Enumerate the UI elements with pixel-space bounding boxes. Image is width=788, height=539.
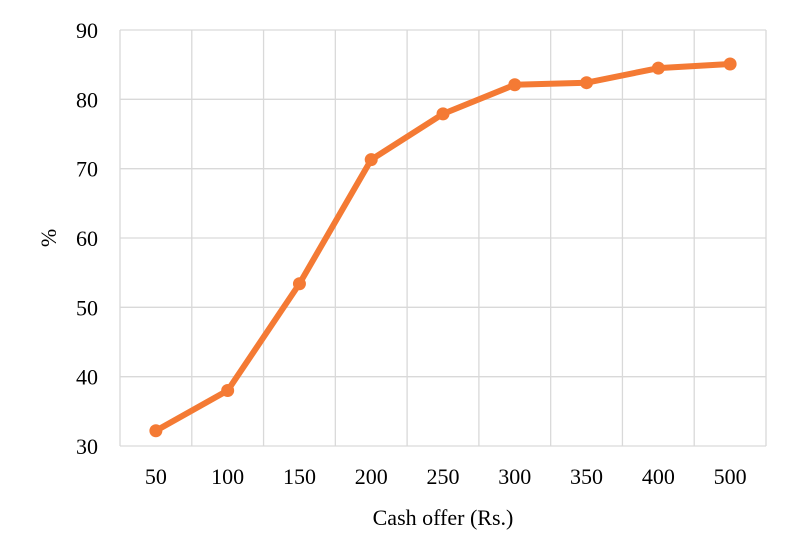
y-tick-label: 30 <box>76 434 98 459</box>
series-layer <box>149 57 737 438</box>
data-point <box>292 277 306 291</box>
x-tick-label: 100 <box>211 464 244 489</box>
x-tick-label: 400 <box>642 464 675 489</box>
x-tick-label: 150 <box>283 464 316 489</box>
data-point <box>149 424 163 438</box>
x-axis-title: Cash offer (Rs.) <box>373 505 514 530</box>
data-point <box>221 384 235 398</box>
y-tick-label: 60 <box>76 226 98 251</box>
x-tick-labels: 50 100 150 200 250 300 350 400 500 <box>145 464 747 489</box>
y-tick-label: 90 <box>76 18 98 43</box>
data-point <box>723 57 737 71</box>
x-tick-label: 500 <box>714 464 747 489</box>
y-tick-label: 70 <box>76 157 98 182</box>
x-tick-label: 250 <box>427 464 460 489</box>
x-tick-label: 50 <box>145 464 167 489</box>
data-point <box>436 107 450 121</box>
x-tick-label: 200 <box>355 464 388 489</box>
data-point <box>508 78 522 92</box>
y-axis-title: % <box>36 229 61 247</box>
grid-lines <box>119 29 767 447</box>
y-tick-label: 40 <box>76 365 98 390</box>
y-tick-labels: 30 40 50 60 70 80 90 <box>76 18 98 459</box>
y-tick-label: 80 <box>76 87 98 112</box>
x-tick-label: 300 <box>498 464 531 489</box>
data-point <box>364 153 378 167</box>
data-point <box>651 61 665 75</box>
y-tick-label: 50 <box>76 295 98 320</box>
x-tick-label: 350 <box>570 464 603 489</box>
data-point <box>580 76 594 90</box>
